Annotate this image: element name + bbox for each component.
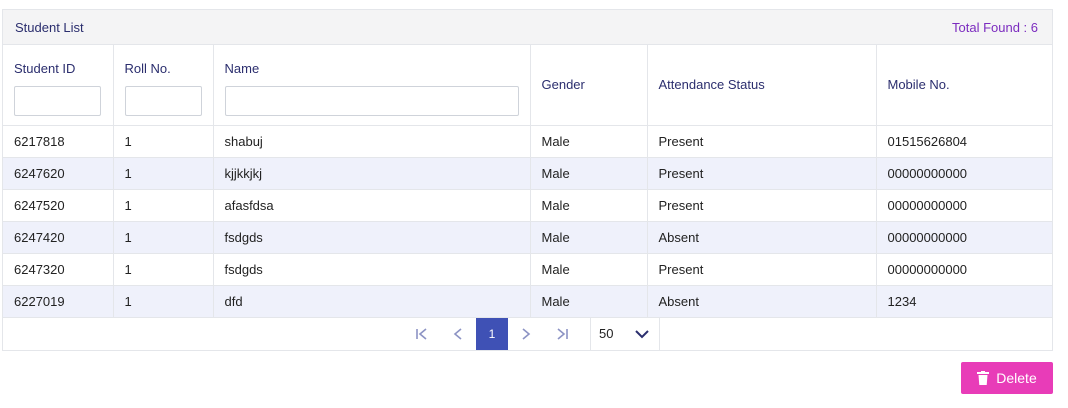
- roll-no-cell: 1: [113, 189, 214, 222]
- attendance-status-cell: Present: [647, 157, 877, 190]
- attendance-status-cell: Absent: [647, 285, 877, 318]
- name-cell: afasfdsa: [213, 189, 531, 222]
- attendance-status-cell: Present: [647, 253, 877, 286]
- pagination-bar: 1 50: [3, 317, 1052, 350]
- mobile-no-cell: 00000000000: [876, 189, 1052, 222]
- total-found-count: Total Found : 6: [952, 19, 1038, 35]
- prev-page-button[interactable]: [440, 318, 476, 350]
- column-label: Roll No.: [124, 61, 171, 76]
- column-header-roll-no[interactable]: Roll No.: [113, 45, 214, 126]
- column-header-gender[interactable]: Gender: [530, 45, 648, 126]
- name-cell: fsdgds: [213, 221, 531, 254]
- table-row[interactable]: 6247520 1 afasfdsa Male Present 00000000…: [3, 189, 1052, 222]
- gender-cell: Male: [530, 125, 648, 158]
- chevron-right-icon: [522, 327, 531, 340]
- student-id-cell: 6247420: [3, 221, 114, 254]
- mobile-no-cell: 00000000000: [876, 253, 1052, 286]
- mobile-no-cell: 00000000000: [876, 221, 1052, 254]
- attendance-status-cell: Present: [647, 189, 877, 222]
- table-row[interactable]: 6247620 1 kjjkkjkj Male Present 00000000…: [3, 157, 1052, 190]
- column-header-name[interactable]: Name: [213, 45, 531, 126]
- table-row[interactable]: 6247320 1 fsdgds Male Present 0000000000…: [3, 253, 1052, 286]
- mobile-no-cell: 01515626804: [876, 125, 1052, 158]
- column-header-student-id[interactable]: Student ID: [3, 45, 114, 126]
- next-page-button[interactable]: [508, 318, 544, 350]
- column-label: Name: [224, 61, 260, 76]
- chevron-down-icon: [635, 329, 649, 338]
- table-row[interactable]: 6227019 1 dfd Male Absent 1234: [3, 285, 1052, 318]
- attendance-status-cell: Absent: [647, 221, 877, 254]
- gender-cell: Male: [530, 221, 648, 254]
- name-filter-input[interactable]: [224, 86, 519, 116]
- chevron-left-icon: [453, 327, 462, 340]
- name-cell: dfd: [213, 285, 531, 318]
- table-row[interactable]: 6247420 1 fsdgds Male Absent 00000000000: [3, 221, 1052, 254]
- trash-icon: [977, 371, 990, 385]
- roll-no-cell: 1: [113, 221, 214, 254]
- delete-button[interactable]: Delete: [961, 362, 1053, 394]
- student-id-filter-input[interactable]: [14, 86, 101, 116]
- attendance-status-cell: Present: [647, 125, 877, 158]
- roll-no-cell: 1: [113, 125, 214, 158]
- column-label: Attendance Status: [658, 77, 765, 93]
- roll-no-filter-input[interactable]: [124, 86, 202, 116]
- name-cell: fsdgds: [213, 253, 531, 286]
- first-page-button[interactable]: [404, 318, 440, 350]
- gender-cell: Male: [530, 285, 648, 318]
- last-page-button[interactable]: [544, 318, 580, 350]
- gender-cell: Male: [530, 189, 648, 222]
- table-header-row: Student ID Roll No. Name Gender Attendan…: [3, 45, 1052, 126]
- table-row[interactable]: 6217818 1 shabuj Male Present 0151562680…: [3, 125, 1052, 158]
- column-label: Gender: [541, 77, 585, 93]
- name-cell: kjjkkjkj: [213, 157, 531, 190]
- roll-no-cell: 1: [113, 253, 214, 286]
- roll-no-cell: 1: [113, 285, 214, 318]
- student-id-cell: 6217818: [3, 125, 114, 158]
- first-page-icon: [416, 327, 427, 340]
- gender-cell: Male: [530, 253, 648, 286]
- delete-label: Delete: [996, 370, 1037, 386]
- student-id-cell: 6247320: [3, 253, 114, 286]
- student-list-panel: Student List Total Found : 6 Student ID …: [2, 9, 1053, 351]
- mobile-no-cell: 1234: [876, 285, 1052, 318]
- panel-title: Student List: [15, 19, 84, 35]
- name-cell: shabuj: [213, 125, 531, 158]
- student-table: Student ID Roll No. Name Gender Attendan…: [3, 45, 1052, 318]
- column-label: Mobile No.: [887, 77, 950, 93]
- roll-no-cell: 1: [113, 157, 214, 190]
- student-id-cell: 6247620: [3, 157, 114, 190]
- column-header-mobile-no[interactable]: Mobile No.: [876, 45, 1052, 126]
- page-size-value: 50: [599, 326, 614, 341]
- student-id-cell: 6247520: [3, 189, 114, 222]
- column-label: Student ID: [14, 61, 76, 76]
- mobile-no-cell: 00000000000: [876, 157, 1052, 190]
- last-page-icon: [557, 327, 568, 340]
- page-number-button[interactable]: 1: [476, 317, 508, 350]
- paginator: 1 50: [404, 317, 660, 350]
- panel-header: Student List Total Found : 6: [3, 10, 1052, 45]
- student-id-cell: 6227019: [3, 285, 114, 318]
- column-header-attendance-status[interactable]: Attendance Status: [647, 45, 877, 126]
- gender-cell: Male: [530, 157, 648, 190]
- page-size-select[interactable]: 50: [590, 317, 660, 350]
